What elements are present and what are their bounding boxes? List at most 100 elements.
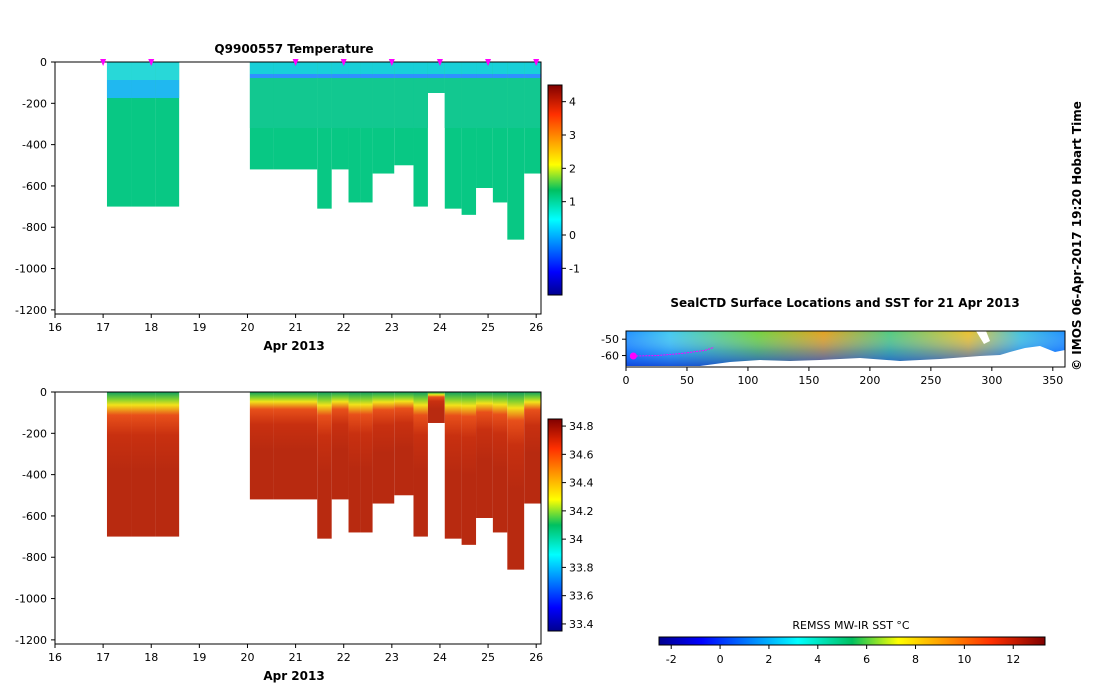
sal-cast-17 xyxy=(492,392,508,533)
temp-cast-13 xyxy=(427,62,445,93)
sal-cast-6 xyxy=(317,392,332,539)
map-cbar-tick-0: -2 xyxy=(666,653,677,666)
sal-xtick-2: 18 xyxy=(144,651,158,664)
sal-cast-13 xyxy=(427,392,445,423)
sal-ytick-6: -1200 xyxy=(15,634,47,647)
seal-start-marker xyxy=(629,352,637,360)
map-colorbar xyxy=(658,636,1046,646)
cast-marker-2 xyxy=(292,59,299,66)
map-xtick-7: 350 xyxy=(1042,374,1063,387)
sal-ytick-2: -400 xyxy=(22,469,47,482)
sal-cast-7 xyxy=(331,392,349,500)
sal-cbar-tick-3: 34.2 xyxy=(569,505,594,518)
map-frame xyxy=(625,330,1066,368)
temp-cbar-tick-3: 1 xyxy=(569,196,576,209)
temp-cast-9 xyxy=(360,62,373,203)
temp-ytick-6: -1200 xyxy=(15,304,47,317)
temp-cbar-tick-2: 2 xyxy=(569,162,576,175)
temperature-panel: Q9900557 Temperature 16 17 18 19 20 21 22 23 24 2… xyxy=(15,42,580,353)
cast-marker-1 xyxy=(148,59,155,66)
sal-xtick-1: 17 xyxy=(96,651,110,664)
sal-cbar-tick-7: 33.4 xyxy=(569,618,594,631)
salinity-panel: 16 17 18 19 20 21 22 23 24 25 26 0 -200 -400 -600 -800 -… xyxy=(15,386,593,683)
sal-cast-9 xyxy=(360,392,373,533)
map-xtick-2: 100 xyxy=(737,374,758,387)
sal-ytick-1: -200 xyxy=(22,427,47,440)
temp-cast-14 xyxy=(444,62,462,209)
map-cbar-tick-6: 10 xyxy=(957,653,971,666)
temp-ytick-1: -200 xyxy=(22,97,47,110)
credit-label-box: © IMOS 06-Apr-2017 19:20 Hobart Time xyxy=(1069,96,1085,376)
map-cbar-tick-4: 6 xyxy=(863,653,870,666)
temp-cast-17 xyxy=(492,62,508,203)
temp-colorbar xyxy=(547,84,563,296)
map-cbar-tick-5: 8 xyxy=(912,653,919,666)
cast-marker-5 xyxy=(436,59,443,66)
temp-ytick-2: -400 xyxy=(22,139,47,152)
temp-xtick-4: 20 xyxy=(240,321,254,334)
temp-xtick-9: 25 xyxy=(481,321,495,334)
sal-plot-frame xyxy=(54,391,542,645)
temp-cast-12 xyxy=(413,62,428,207)
sal-xtick-5: 21 xyxy=(289,651,303,664)
temp-ytick-0: 0 xyxy=(40,56,47,69)
sal-ytick-4: -800 xyxy=(22,551,47,564)
cast-marker-4 xyxy=(388,59,395,66)
cast-marker-7 xyxy=(533,59,540,66)
sal-xtick-6: 22 xyxy=(337,651,351,664)
sal-cast-10 xyxy=(372,392,395,504)
temp-xtick-5: 21 xyxy=(289,321,303,334)
map-xtick-6: 300 xyxy=(981,374,1002,387)
temp-cast-5 xyxy=(298,62,318,170)
temp-xtick-1: 17 xyxy=(96,321,110,334)
temp-xtick-2: 18 xyxy=(144,321,158,334)
sal-xtick-3: 19 xyxy=(192,651,206,664)
temp-cast-18 xyxy=(507,62,525,240)
temp-cbar-tick-5: -1 xyxy=(569,262,580,275)
temp-xtick-6: 22 xyxy=(337,321,351,334)
map-xtick-1: 50 xyxy=(680,374,694,387)
sal-xlabel: Apr 2013 xyxy=(263,669,324,683)
sal-cast-18 xyxy=(507,392,525,570)
sal-cast-11 xyxy=(394,392,414,496)
map-title: SealCTD Surface Locations and SST for 21… xyxy=(670,296,1019,310)
sal-cast-15 xyxy=(461,392,477,545)
cast-marker-6 xyxy=(485,59,492,66)
south-america-landmask xyxy=(976,331,990,344)
credit-label: © IMOS 06-Apr-2017 19:20 Hobart Time xyxy=(1070,101,1084,371)
map-xtick-3: 150 xyxy=(798,374,819,387)
sal-cast-5 xyxy=(298,392,318,500)
temp-cast-15 xyxy=(461,62,477,215)
temp-ytick-5: -1000 xyxy=(15,263,47,276)
map-xtick-4: 200 xyxy=(859,374,880,387)
temp-cast-2 xyxy=(155,62,180,207)
sal-cbar-tick-4: 34 xyxy=(569,533,583,546)
temp-xtick-8: 24 xyxy=(433,321,447,334)
temp-cast-7 xyxy=(331,62,349,170)
map-xtick-5: 250 xyxy=(920,374,941,387)
temp-cast-3 xyxy=(249,62,274,170)
sal-xtick-7: 23 xyxy=(385,651,399,664)
map-ytick-0: -50 xyxy=(601,333,619,346)
temp-plot-frame xyxy=(54,61,542,315)
temp-xtick-0: 16 xyxy=(48,321,62,334)
map-colorbar-label: REMSS MW-IR SST °C xyxy=(792,619,910,632)
sal-cast-2 xyxy=(155,392,180,537)
map-cbar-tick-2: 2 xyxy=(765,653,772,666)
sal-cbar-tick-0: 34.8 xyxy=(569,420,594,433)
temp-cbar-tick-1: 3 xyxy=(569,129,576,142)
map-xtick-0: 0 xyxy=(623,374,630,387)
sal-cast-14 xyxy=(444,392,462,539)
sal-xtick-9: 25 xyxy=(481,651,495,664)
cast-marker-3 xyxy=(340,59,347,66)
sal-ytick-0: 0 xyxy=(40,386,47,399)
sal-cbar-tick-2: 34.4 xyxy=(569,477,594,490)
temp-xtick-7: 23 xyxy=(385,321,399,334)
temp-xtick-10: 26 xyxy=(529,321,543,334)
map-cbar-tick-1: 0 xyxy=(717,653,724,666)
sal-cbar-tick-6: 33.6 xyxy=(569,590,594,603)
sal-cast-4 xyxy=(273,392,298,500)
sal-cast-0 xyxy=(106,392,132,537)
sal-cast-16 xyxy=(476,392,493,518)
